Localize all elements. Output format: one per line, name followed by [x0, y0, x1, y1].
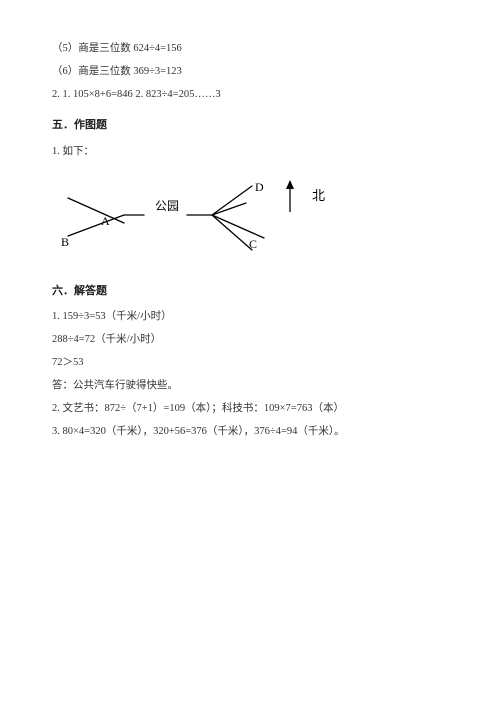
svg-text:C: C: [249, 237, 257, 251]
s6-p4: 答：公共汽车行驶得快些。: [52, 376, 454, 396]
svg-text:北: 北: [312, 188, 325, 203]
text-line-1: （5）商是三位数 624÷4=156: [52, 39, 454, 59]
s6-p2: 288÷4=72（千米/小时）: [52, 330, 454, 350]
diagram-container: A B C D 公园 北: [52, 168, 454, 271]
svg-text:B: B: [61, 235, 69, 249]
s6-p1: 1. 159÷3=53（千米/小时）: [52, 307, 454, 327]
s6-p5: 2. 文艺书：872÷（7+1）=109（本）；科技书：109×7=763（本）: [52, 399, 454, 419]
svg-text:A: A: [101, 214, 110, 228]
section-5-heading: 五．作图题: [52, 115, 454, 136]
section-5-item-1: 1. 如下：: [52, 142, 454, 162]
park-diagram: A B C D 公园 北: [52, 168, 352, 263]
page-root: （5）商是三位数 624÷4=156 （6）商是三位数 369÷3=123 2.…: [0, 0, 500, 442]
svg-text:D: D: [255, 180, 264, 194]
section-6-heading: 六．解答题: [52, 281, 454, 302]
s6-p3: 72＞53: [52, 353, 454, 373]
text-line-2: （6）商是三位数 369÷3=123: [52, 62, 454, 82]
s6-p6: 3. 80×4=320（千米），320+56=376（千米），376÷4=94（…: [52, 422, 454, 442]
svg-text:公园: 公园: [155, 199, 179, 213]
text-line-3: 2. 1. 105×8+6=846 2. 823÷4=205……3: [52, 85, 454, 105]
